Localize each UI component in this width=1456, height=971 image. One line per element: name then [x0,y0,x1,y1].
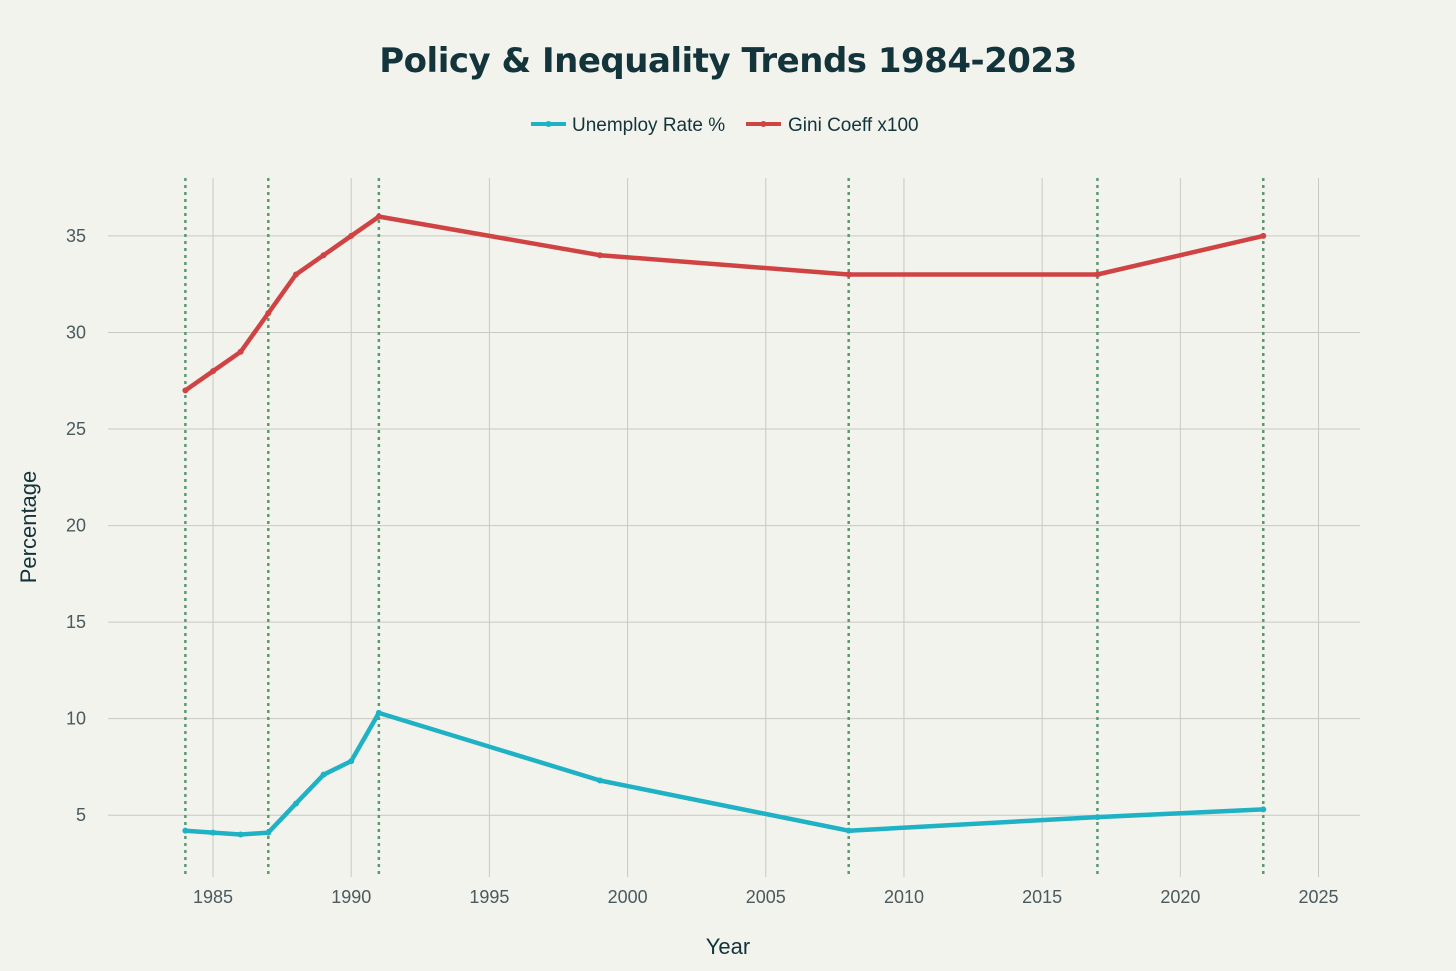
y-tick-label-30: 30 [66,322,86,342]
x-tick-label-2015: 2015 [1022,887,1062,907]
y-tick-label-15: 15 [66,612,86,632]
legend[interactable]: Unemploy Rate % Gini Coeff x100 [531,115,919,136]
x-tick-label-2025: 2025 [1299,887,1339,907]
x-tick-label-2020: 2020 [1160,887,1200,907]
x-tick-label-1985: 1985 [193,887,233,907]
event-lines [184,178,1265,877]
y-tick-label-5: 5 [76,805,86,825]
series [182,213,1267,838]
data-point-gini-2023[interactable] [1260,232,1267,239]
x-axis-ticks: 1985 1990 1995 2000 2005 2010 2015 2020 2025 [193,887,1339,907]
legend-label-gini: Gini Coeff x100 [788,115,919,136]
data-point-unemploy-1999[interactable] [596,777,603,784]
data-point-unemploy-2023[interactable] [1260,806,1267,813]
data-point-gini-1999[interactable] [596,252,603,259]
data-point-gini-1989[interactable] [320,252,327,259]
data-point-unemploy-2008[interactable] [845,827,852,834]
data-point-gini-1987[interactable] [265,310,272,317]
series-line-unemploy[interactable] [183,710,1266,837]
x-tick-label-1995: 1995 [469,887,509,907]
legend-item-unemploy[interactable]: Unemploy Rate % [531,115,725,136]
legend-label-unemploy: Unemploy Rate % [572,115,725,136]
data-point-gini-1991[interactable] [375,213,382,220]
data-point-unemploy-2017[interactable] [1094,814,1101,821]
legend-marker-gini [760,121,767,127]
x-axis-title: Year [706,934,750,959]
legend-marker-unemploy [545,121,552,127]
data-point-gini-1984[interactable] [182,387,189,394]
data-point-gini-2017[interactable] [1094,271,1101,278]
data-point-unemploy-1986[interactable] [237,831,244,838]
data-point-gini-1985[interactable] [210,368,217,375]
chart-title: Policy & Inequality Trends 1984-2023 [379,41,1076,81]
data-point-unemploy-1988[interactable] [292,800,299,807]
series-line-gini[interactable] [183,214,1266,393]
data-point-unemploy-1990[interactable] [348,758,355,765]
x-tick-label-1990: 1990 [331,887,371,907]
x-tick-label-2010: 2010 [884,887,924,907]
data-point-gini-1990[interactable] [348,232,355,239]
y-tick-label-35: 35 [66,226,86,246]
data-point-gini-1986[interactable] [237,348,244,355]
legend-item-gini[interactable]: Gini Coeff x100 [746,115,919,136]
gridlines [108,178,1360,877]
data-point-unemploy-1987[interactable] [265,829,272,836]
data-point-unemploy-1984[interactable] [182,827,189,834]
x-tick-label-2000: 2000 [608,887,648,907]
x-tick-label-2005: 2005 [746,887,786,907]
y-tick-label-25: 25 [66,419,86,439]
y-axis-ticks: 5 10 15 20 25 30 35 [66,226,86,825]
data-point-unemploy-1985[interactable] [210,829,217,836]
y-tick-label-10: 10 [66,709,86,729]
data-point-unemploy-1989[interactable] [320,771,327,778]
data-point-unemploy-1991[interactable] [375,709,382,716]
y-tick-label-20: 20 [66,516,86,536]
data-point-gini-2008[interactable] [845,271,852,278]
y-axis-title: Percentage [16,471,41,584]
data-point-gini-1988[interactable] [292,271,299,278]
